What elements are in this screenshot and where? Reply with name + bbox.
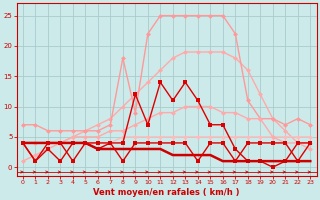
X-axis label: Vent moyen/en rafales ( km/h ): Vent moyen/en rafales ( km/h ): [93, 188, 240, 197]
